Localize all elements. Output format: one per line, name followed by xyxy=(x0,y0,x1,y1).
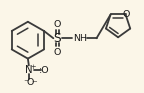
Text: O: O xyxy=(54,48,61,57)
Text: ⁻: ⁻ xyxy=(31,79,37,89)
Text: O: O xyxy=(54,20,61,29)
Text: :O: :O xyxy=(39,66,50,75)
Text: O: O xyxy=(26,78,34,87)
Text: O: O xyxy=(123,10,130,19)
Text: N: N xyxy=(25,65,33,75)
Text: ⁻: ⁻ xyxy=(23,78,29,88)
Text: S: S xyxy=(53,32,61,45)
Text: +: + xyxy=(31,64,36,70)
Text: NH: NH xyxy=(73,34,87,43)
